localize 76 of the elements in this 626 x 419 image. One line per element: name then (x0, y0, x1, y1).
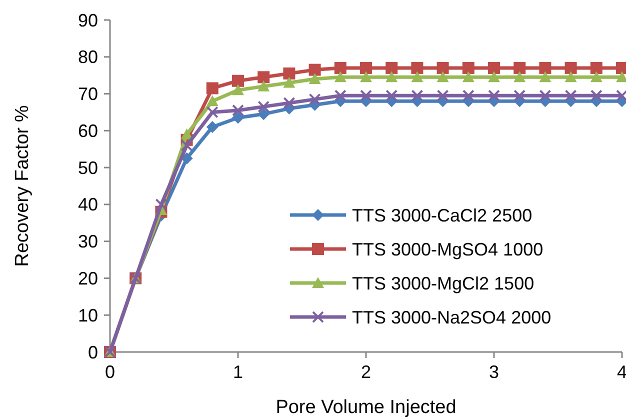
point (283, 76, 296, 88)
point (590, 62, 602, 74)
point (232, 74, 244, 87)
y-tick-label: 90 (78, 10, 98, 30)
point (590, 71, 602, 82)
point (514, 62, 526, 74)
point (436, 71, 449, 82)
point (462, 62, 474, 74)
point (386, 90, 398, 102)
point (360, 62, 372, 74)
point (386, 62, 398, 74)
point (180, 139, 193, 152)
x-tick-label: 1 (232, 362, 244, 382)
point (283, 67, 296, 80)
point (206, 95, 218, 106)
point (206, 120, 218, 133)
point (155, 198, 168, 210)
y-tick-label: 60 (78, 120, 98, 141)
point (180, 152, 193, 164)
point (308, 93, 321, 106)
y-tick-label: 40 (78, 194, 98, 215)
legend-label: TTS 3000-MgSO4 1000 (352, 239, 544, 260)
point (488, 71, 500, 82)
y-tick-label: 80 (78, 47, 98, 68)
point (258, 108, 270, 120)
legend-label: TTS 3000-MgCl2 1500 (352, 273, 534, 294)
point (206, 106, 218, 118)
point (539, 62, 552, 74)
point (488, 62, 500, 74)
legend-label: TTS 3000-Na2SO4 2000 (352, 307, 552, 328)
point (514, 71, 526, 82)
point (308, 73, 321, 84)
x-tick-label: 0 (104, 362, 116, 382)
point (514, 90, 526, 102)
point (462, 71, 474, 82)
y-tick-label: 30 (78, 232, 98, 252)
point (590, 90, 602, 102)
y-tick-label: 50 (78, 158, 98, 178)
point (436, 62, 449, 74)
point (334, 71, 346, 82)
point (258, 71, 270, 84)
point (308, 64, 321, 76)
x-axis-title: Pore Volume Injected (276, 397, 456, 418)
point (462, 90, 474, 102)
point (411, 90, 424, 102)
y-axis-title: Recovery Factor % (12, 105, 33, 267)
point (436, 90, 449, 102)
x-tick-label: 2 (360, 362, 372, 382)
point (232, 104, 244, 116)
point (206, 82, 218, 94)
point (180, 128, 193, 140)
x-tick-label: 4 (616, 362, 626, 382)
y-tick-label: 0 (88, 342, 98, 362)
point (334, 90, 346, 102)
point (283, 97, 296, 109)
point (411, 71, 424, 82)
point (539, 71, 552, 82)
point (334, 62, 346, 74)
point (564, 71, 577, 82)
point (360, 90, 372, 102)
x-tick-label: 3 (488, 362, 500, 382)
y-tick-label: 70 (78, 84, 98, 104)
y-tick-label: 20 (78, 268, 98, 289)
point (258, 80, 270, 92)
legend-label: TTS 3000-CaCl2 2500 (352, 205, 532, 226)
y-tick-label: 10 (78, 305, 98, 326)
point (386, 71, 398, 82)
point (564, 62, 577, 74)
point (411, 62, 424, 74)
point (232, 112, 244, 124)
point (539, 90, 552, 102)
point (488, 90, 500, 102)
point (232, 84, 244, 96)
point (360, 71, 372, 82)
point (564, 90, 577, 102)
point (258, 100, 270, 113)
